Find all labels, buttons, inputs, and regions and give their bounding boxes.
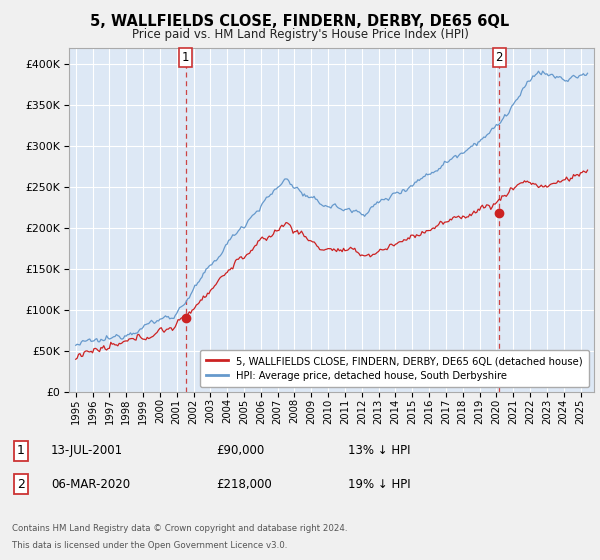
Text: 1: 1 [17,444,25,458]
Text: This data is licensed under the Open Government Licence v3.0.: This data is licensed under the Open Gov… [12,541,287,550]
Text: 19% ↓ HPI: 19% ↓ HPI [348,478,410,491]
Text: £218,000: £218,000 [216,478,272,491]
Text: 1: 1 [182,51,190,64]
Text: Contains HM Land Registry data © Crown copyright and database right 2024.: Contains HM Land Registry data © Crown c… [12,524,347,533]
Text: £90,000: £90,000 [216,444,264,458]
Text: Price paid vs. HM Land Registry's House Price Index (HPI): Price paid vs. HM Land Registry's House … [131,28,469,41]
Text: 06-MAR-2020: 06-MAR-2020 [51,478,130,491]
Text: 2: 2 [496,51,503,64]
Text: 2: 2 [17,478,25,491]
Text: 13-JUL-2001: 13-JUL-2001 [51,444,123,458]
Text: 5, WALLFIELDS CLOSE, FINDERN, DERBY, DE65 6QL: 5, WALLFIELDS CLOSE, FINDERN, DERBY, DE6… [91,14,509,29]
Legend: 5, WALLFIELDS CLOSE, FINDERN, DERBY, DE65 6QL (detached house), HPI: Average pri: 5, WALLFIELDS CLOSE, FINDERN, DERBY, DE6… [200,350,589,387]
Text: 13% ↓ HPI: 13% ↓ HPI [348,444,410,458]
